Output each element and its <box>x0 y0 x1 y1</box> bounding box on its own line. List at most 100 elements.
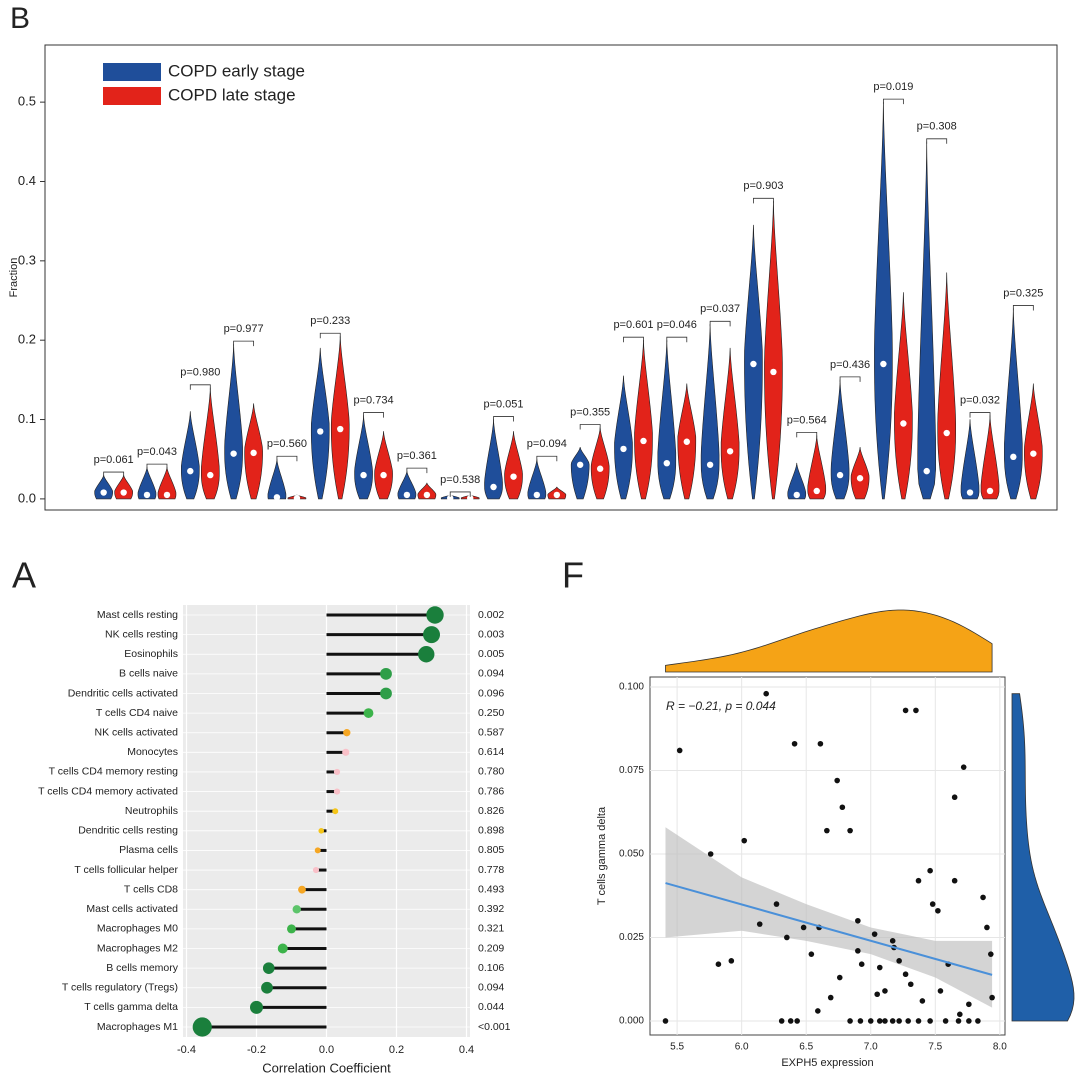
point <box>787 1018 794 1024</box>
lollipop-head <box>423 626 440 644</box>
violin <box>764 201 783 500</box>
point <box>817 740 824 747</box>
point <box>707 851 714 857</box>
category-label: Dendritic cells resting <box>78 825 178 837</box>
legend-label: COPD late stage <box>168 85 296 104</box>
violin <box>224 343 243 500</box>
category-label: B cells naive <box>119 668 178 680</box>
lollipop-head <box>418 646 435 663</box>
lollipop-head <box>192 1017 212 1037</box>
median-dot <box>943 429 950 437</box>
p-value-label: 0.805 <box>478 844 504 856</box>
p-value-label: 0.587 <box>478 726 504 738</box>
bracket <box>406 467 428 474</box>
median-dot <box>293 494 301 502</box>
violin <box>614 375 633 500</box>
lollipop-head <box>333 788 341 795</box>
median-dot <box>793 491 800 499</box>
lollipop-head <box>262 962 275 974</box>
trend-line <box>665 882 993 976</box>
p-value-label: 0.094 <box>478 668 504 680</box>
median-dot <box>750 360 757 368</box>
median-dot <box>726 448 734 455</box>
p-value-label: p=0.032 <box>960 394 1000 406</box>
point <box>889 1018 896 1024</box>
median-dot <box>836 471 844 479</box>
point <box>827 994 834 1001</box>
category-label: T cells CD4 memory activated <box>38 785 178 797</box>
lollipop-head <box>298 885 306 894</box>
category-label: Dendritic cells activated <box>68 687 178 699</box>
p-value-label: p=0.051 <box>483 398 523 410</box>
bracket <box>276 455 298 462</box>
median-dot <box>360 471 367 479</box>
p-value-label: 0.002 <box>478 609 504 621</box>
y-tick-label: 0.1 <box>18 411 36 426</box>
bracket <box>1012 305 1034 311</box>
category-label: Monocytes <box>127 746 178 758</box>
point <box>960 764 967 770</box>
point <box>919 998 926 1004</box>
p-value-label: p=0.037 <box>700 303 740 315</box>
median-dot <box>620 445 627 453</box>
bracket <box>926 138 948 144</box>
violin <box>657 339 677 500</box>
bracket <box>579 424 601 430</box>
category-label: T cells gamma delta <box>84 1001 178 1013</box>
point <box>784 934 790 941</box>
lollipop-head <box>333 768 341 776</box>
lollipop-head <box>342 748 350 756</box>
point <box>889 938 896 944</box>
median-dot <box>813 487 820 495</box>
bracket <box>666 336 688 343</box>
point <box>855 917 861 924</box>
median-dot <box>447 494 454 502</box>
median-dot <box>533 491 541 499</box>
bracket <box>493 416 514 422</box>
point <box>662 1018 669 1024</box>
point <box>815 1008 821 1014</box>
p-value-label: 0.106 <box>478 962 504 974</box>
point <box>839 804 846 811</box>
y-tick-label: 0.050 <box>619 849 644 860</box>
violin <box>1004 308 1023 500</box>
violin <box>570 447 590 500</box>
median-dot <box>403 491 411 499</box>
y-tick-label: 0.2 <box>18 332 36 347</box>
category-label: Neutrophils <box>125 805 178 817</box>
point <box>763 690 769 697</box>
y-tick-label: 0.0 <box>18 490 36 505</box>
annotation: R = −0.21, p = 0.044 <box>666 699 776 713</box>
median-dot <box>120 489 127 496</box>
category-label: T cells CD4 naive <box>96 707 178 719</box>
point <box>847 1018 853 1024</box>
point <box>975 1018 981 1024</box>
median-dot <box>856 475 864 482</box>
median-dot <box>1030 450 1037 457</box>
point <box>855 948 861 954</box>
p-value-label: 0.786 <box>478 785 504 797</box>
category-label: NK cells resting <box>105 628 178 640</box>
point <box>984 924 990 931</box>
median-dot <box>250 449 257 457</box>
p-value-label: p=0.980 <box>180 367 220 379</box>
x-tick-label: 0.0 <box>319 1044 334 1056</box>
point <box>929 901 936 907</box>
p-value-label: 0.493 <box>478 883 504 895</box>
p-value-label: p=0.061 <box>94 454 134 466</box>
y-axis-label: Fraction <box>8 258 20 298</box>
lollipop-head <box>277 943 288 954</box>
category-label: NK cells activated <box>95 726 179 738</box>
point <box>951 877 958 884</box>
y-tick-label: 0.025 <box>619 932 644 943</box>
x-tick-label: -0.4 <box>177 1044 196 1056</box>
point <box>966 1018 972 1024</box>
point <box>824 827 830 834</box>
violin <box>504 431 523 500</box>
x-tick-label: 6.0 <box>735 1042 749 1053</box>
median-dot <box>576 461 584 468</box>
confidence-band <box>665 827 993 1008</box>
p-value-label: p=0.233 <box>310 315 350 327</box>
lollipop-head <box>312 866 320 874</box>
p-value-label: 0.044 <box>478 1001 504 1013</box>
